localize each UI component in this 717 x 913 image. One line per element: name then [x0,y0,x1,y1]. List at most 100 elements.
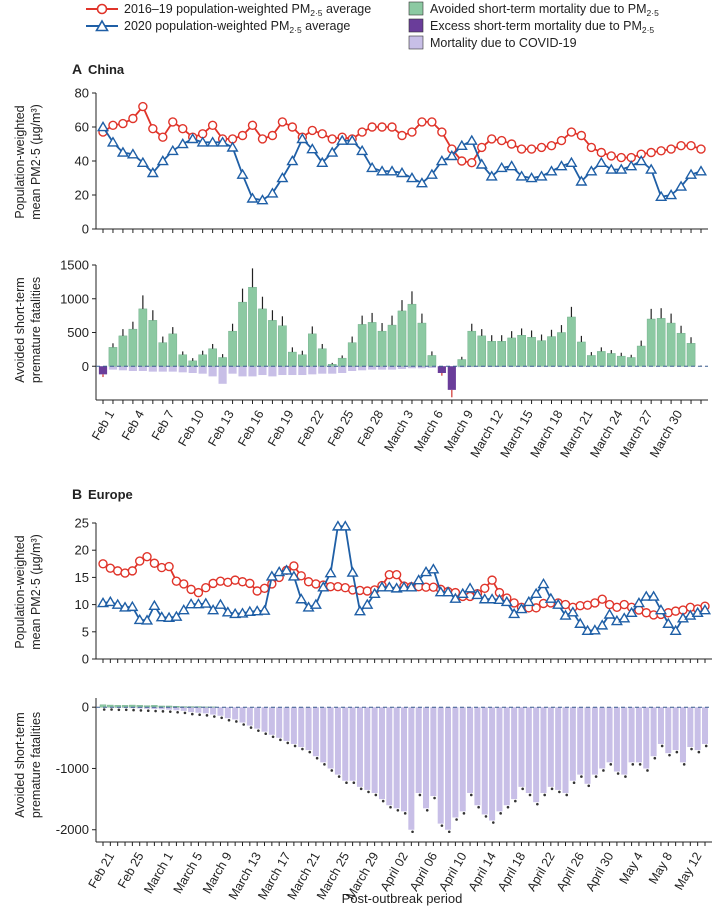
china-pm-hist-point-49 [586,142,597,153]
china-mort-avoided-bar-53 [626,357,636,367]
europe-mort-covid-bar-39 [386,707,393,806]
china-pm-hist-point-58 [676,140,686,151]
europe-pm-2020-point-39 [383,581,396,592]
europe-pm-2020-point-53 [486,593,499,604]
china-mort-covid-bar-15 [248,366,257,377]
china-mort-avoided-bar-27 [367,322,377,367]
europe-mort-covid-marker-57 [521,787,524,791]
china-mort-avoided-bar-28 [377,330,387,367]
europe-mort-covid-bar-41 [400,707,408,812]
china-mort-avoided-bar-12 [218,357,227,367]
china-mort-avoided-bar-41 [507,337,516,367]
legend-covid-swatch [408,35,424,50]
europe-pm-2020-point-54 [493,593,506,605]
china-pm-2020-point-28 [376,165,389,176]
china-pm-2020-point-5 [146,166,159,178]
europe-pm-2020-point-25 [280,564,293,575]
europe-pm-hist-point-40 [391,569,402,580]
china-pm-2020-point-49 [585,165,598,176]
china-pm-2020-point-46 [555,160,568,171]
europe-mort-covid-bar-40 [393,707,400,809]
china-mort-avoided-bar-6 [158,342,168,367]
china-pm-2020-point-33 [425,168,438,179]
europe-mort-covid-bar-76 [657,707,664,744]
china-pm-2020-point-51 [605,163,618,174]
europe-pm-2020-point-64 [566,606,579,617]
legend-hist-text: 2016–19 population-weighted PM [124,2,310,16]
europe-pm-2020-point-59 [530,587,543,599]
europe-mort-covid-bar-32 [334,707,341,775]
china-mort-avoided-bar-31 [407,303,417,367]
europe-mort-covid-marker-59 [536,802,539,806]
europe-mort-covid-bar-14 [202,707,209,714]
legend-avoided-sub: 2·5 [647,8,660,18]
china-pm-2020-point-2 [116,146,129,157]
china-pm-2020-point-50 [595,156,608,168]
china-mort-avoided-bar-51 [607,353,616,367]
europe-mort-covid-marker-77 [668,753,671,757]
china-mort-covid-bar-27 [368,366,377,370]
europe-mort-covid-bar-51 [474,707,481,806]
china-mort-covid-bar-29 [387,366,397,370]
china-mort-excess-bar-0 [98,366,108,375]
europe-pm-2020-point-78 [669,624,682,636]
china-pm-2020-point-45 [545,165,558,176]
europe-pm-2020-point-6 [141,614,154,625]
china-pm-2020-point-58 [675,180,688,191]
europe-mort-ytick-label-1: -1000 [56,761,89,776]
china-pm-2020-point-16 [256,194,269,205]
europe-mort-covid-marker-40 [396,808,400,812]
china-mort-covid-bar-22 [318,366,327,374]
china-pm-2020-point-41 [505,160,518,171]
europe-mort-covid-marker-74 [646,769,649,772]
europe-pm-plot: 0 5 10 15 20 25 [75,516,712,667]
europe-mort-covid-bar-33 [342,707,349,781]
china-mort-xtick-label-2: Feb 7 [149,408,177,443]
china-mort-avoided-bar-5 [148,320,158,367]
europe-pm-ytick-label-5: 25 [75,516,89,531]
europe-mort-covid-marker-13 [198,713,201,717]
europe-pm-2020-point-4 [126,600,139,612]
china-pm-hist-point-30 [397,130,407,141]
europe-pm-hist-point-5 [135,556,145,566]
europe-pm-2020-point-27 [295,593,308,604]
europe-mort-covid-bar-57 [518,707,525,787]
europe-mort-covid-bar-48 [452,707,459,818]
europe-mort-covid-bar-70 [613,707,620,772]
europe-mort-covid-bar-80 [687,707,694,748]
china-pm-2020-point-39 [485,170,498,181]
china-mort-avoided-bar-43 [527,337,536,367]
china-pm-2020-point-9 [186,132,199,144]
china-pm-hist-point-23 [327,134,337,144]
europe-pm-2020-point-33 [339,520,352,531]
europe-pm-2020-point-26 [287,570,300,581]
europe-mort-covid-bar-42 [408,707,415,830]
europe-mort-covid-marker-82 [704,744,708,748]
china-pm-hist-point-34 [437,127,447,137]
europe-mort-covid-marker-25 [286,741,290,745]
china-pm-hist-point-59 [686,140,696,151]
europe-mort-covid-marker-27 [301,747,304,751]
europe-mort-covid-bar-77 [665,707,672,754]
europe-mort-covid-marker-21 [257,729,260,732]
europe-pm-2020-point-21 [251,605,264,616]
europe-pm-2020-point-58 [522,595,535,607]
europe-mort-covid-marker-36 [367,790,370,794]
legend-avoided-swatch [408,1,424,16]
europe-pm-2020-point-46 [434,586,447,597]
china-pm-hist-point-52 [616,152,626,163]
europe-pm-2020-point-5 [133,613,146,625]
europe-mort-covid-marker-31 [330,769,334,772]
europe-mort-covid-marker-33 [345,781,348,785]
europe-mort-covid-marker-63 [565,793,569,797]
china-pm-2020-point-29 [386,165,399,176]
europe-pm-2020-point-71 [618,612,631,623]
china-pm-hist-point-31 [407,127,417,137]
europe-mort-covid-bar-45 [430,707,437,797]
china-pm-hist-point-18 [277,117,288,127]
europe-pm-2020-point-20 [243,605,256,616]
europe-mort-covid-bar-75 [650,707,657,757]
china-pm-hist-point-56 [656,146,666,156]
europe-mort-covid-marker-65 [580,775,583,778]
